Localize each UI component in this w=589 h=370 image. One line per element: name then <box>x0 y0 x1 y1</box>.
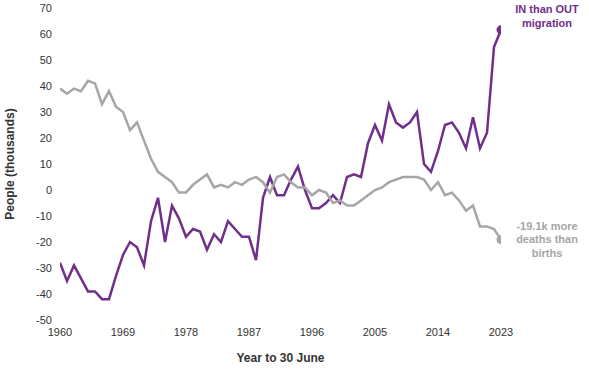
svg-text:1960: 1960 <box>48 326 72 338</box>
svg-text:50: 50 <box>40 54 52 66</box>
svg-text:40: 40 <box>40 80 52 92</box>
svg-text:1969: 1969 <box>111 326 135 338</box>
svg-text:2005: 2005 <box>363 326 387 338</box>
svg-text:-19.1k moredeaths thanbirths: -19.1k moredeaths thanbirths <box>516 220 578 259</box>
svg-text:People (thousands): People (thousands) <box>8 108 17 219</box>
svg-text:-30: -30 <box>36 262 52 274</box>
svg-text:-40: -40 <box>36 288 52 300</box>
svg-text:10: 10 <box>40 158 52 170</box>
svg-text:60: 60 <box>40 28 52 40</box>
svg-text:0: 0 <box>46 184 52 196</box>
svg-text:1996: 1996 <box>300 326 324 338</box>
svg-text:-50: -50 <box>36 314 52 326</box>
svg-text:70: 70 <box>40 2 52 14</box>
svg-text:-10: -10 <box>36 210 52 222</box>
svg-text:1978: 1978 <box>174 326 198 338</box>
svg-text:2014: 2014 <box>426 326 450 338</box>
svg-text:61.6k moreIN than OUTmigration: 61.6k moreIN than OUTmigration <box>515 0 579 29</box>
svg-text:2023: 2023 <box>489 326 513 338</box>
svg-text:1987: 1987 <box>237 326 261 338</box>
svg-text:30: 30 <box>40 106 52 118</box>
svg-text:20: 20 <box>40 132 52 144</box>
svg-text:-20: -20 <box>36 236 52 248</box>
svg-text:Year to 30 June: Year to 30 June <box>236 351 324 365</box>
